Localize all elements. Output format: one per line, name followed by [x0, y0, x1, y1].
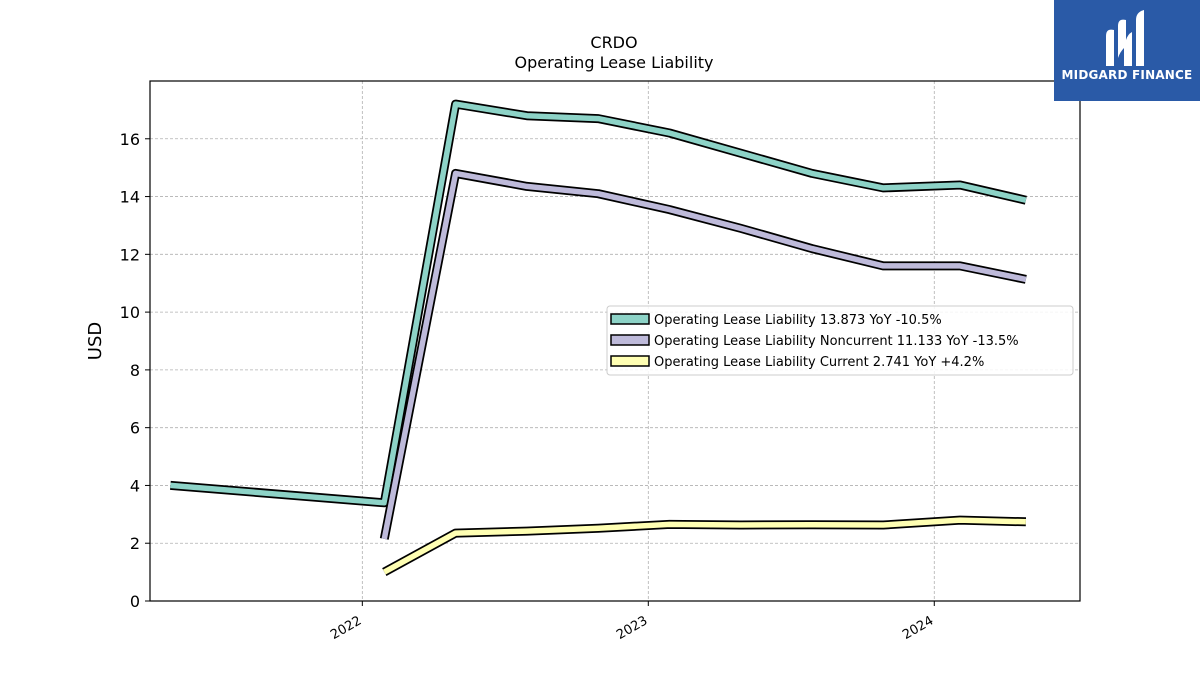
y-tick-label: 10: [120, 303, 140, 322]
midgard-finance-logo: MIDGARD FINANCE: [1054, 0, 1200, 101]
series-1-line: [170, 101, 1027, 506]
y-tick-label: 4: [130, 476, 140, 495]
series-2-line: [381, 170, 1027, 540]
y-tick-label: 8: [130, 361, 140, 380]
x-tick-label: 2022: [328, 613, 364, 643]
y-tick-label: 0: [130, 592, 140, 611]
legend: Operating Lease Liability 13.873 YoY -10…: [606, 305, 1074, 376]
plot-frame: [149, 80, 1081, 602]
y-tick-label: 14: [120, 188, 140, 207]
y-axis-label: USD: [85, 322, 106, 360]
legend-label-1: Operating Lease Liability 13.873 YoY -10…: [654, 313, 942, 328]
chart-title: CRDO: [590, 33, 637, 52]
series-1-outline: [170, 99, 1027, 508]
legend-swatch-2: [610, 334, 650, 346]
y-tick-label: 12: [120, 245, 140, 264]
x-tick-label: 2023: [614, 613, 650, 643]
y-tick-label: 2: [130, 534, 140, 553]
logo-mark-icon: [1106, 10, 1144, 67]
legend-swatch-1: [610, 313, 650, 325]
legend-swatch-3: [610, 355, 650, 367]
y-tick-label: 6: [130, 419, 140, 438]
x-tick-label: 2024: [900, 613, 936, 643]
series-layer: [170, 99, 1027, 577]
legend-label-3: Operating Lease Liability Current 2.741 …: [654, 355, 984, 370]
series-3-line: [382, 517, 1026, 575]
axes-layer: 0 2 4 6 8 10 12 14 16 2022 2023 2024: [120, 80, 1081, 643]
y-tick-label: 16: [120, 130, 140, 149]
logo-text: MIDGARD FINANCE: [1061, 68, 1193, 82]
legend-box: [606, 305, 1074, 376]
chart-subtitle: Operating Lease Liability: [514, 53, 713, 72]
legend-label-2: Operating Lease Liability Noncurrent 11.…: [654, 334, 1019, 349]
series-3-outline: [382, 515, 1027, 577]
